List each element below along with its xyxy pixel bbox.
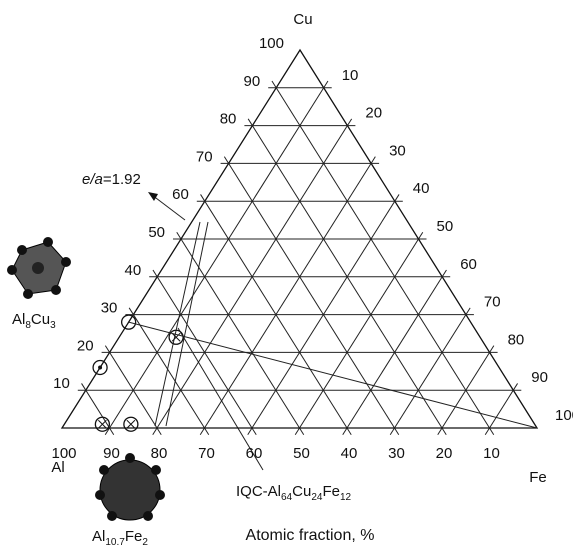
- fe-tick-label: 80: [508, 331, 525, 348]
- label-part: Fe: [322, 483, 340, 500]
- label-part: 3: [50, 320, 56, 331]
- grid-line: [105, 81, 328, 435]
- fe-tick-label: 30: [389, 142, 406, 159]
- label-part: 24: [311, 492, 323, 503]
- ternary-chart: Cu Al Fe Atomic fraction, % e/a=1.92 Al8…: [0, 0, 573, 547]
- al-tick-label: 40: [341, 445, 358, 462]
- label-part: Cu: [31, 311, 50, 328]
- fe-tick-label: 60: [460, 256, 477, 273]
- cu-tick-label: 70: [196, 148, 213, 165]
- grid-line: [224, 157, 398, 435]
- al-tick-label: 100: [51, 445, 76, 462]
- fe-tick-label: 70: [484, 294, 501, 311]
- cu-tick-label: 20: [77, 337, 94, 354]
- label-part: IQC-Al: [236, 483, 281, 500]
- al-tick-label: 70: [198, 445, 215, 462]
- ea-annotation: e/a=1.92: [82, 171, 141, 188]
- cluster-label: Al8Cu3: [12, 311, 56, 331]
- label-part: e/a: [82, 171, 103, 188]
- fe-tick-label: 10: [342, 67, 359, 84]
- al-tick-label: 30: [388, 445, 405, 462]
- vertex-label: Cu: [293, 11, 312, 28]
- point-dot: [98, 366, 102, 370]
- grid-line: [390, 308, 470, 435]
- cu-tick-label: 60: [172, 186, 189, 203]
- grid-line: [485, 383, 517, 434]
- al-tick-label: 60: [246, 445, 263, 462]
- grid-line: [177, 232, 304, 435]
- grid-line: [129, 308, 209, 435]
- label-part: Cu: [292, 483, 311, 500]
- al-tick-label: 80: [151, 445, 168, 462]
- cu-tick-label: 50: [148, 224, 165, 241]
- cu-tick-label: 100: [259, 35, 284, 52]
- fe-tick-label: 90: [531, 369, 548, 386]
- label-part: 12: [340, 492, 352, 503]
- fe-tick-label: 100: [555, 407, 573, 424]
- cu-tick-label: 10: [53, 375, 70, 392]
- vertex-label: Fe: [529, 469, 547, 486]
- grid-line: [200, 157, 375, 435]
- cu-tick-label: 90: [244, 73, 261, 90]
- al-tick-label: 90: [103, 445, 120, 462]
- cu-tick-label: 30: [101, 300, 118, 317]
- cluster-label: Al10.7Fe2: [92, 528, 148, 547]
- label-part: =1.92: [103, 171, 141, 188]
- label-part: 64: [281, 492, 293, 503]
- al-tick-label: 50: [293, 445, 310, 462]
- arrow-head: [148, 192, 158, 201]
- alfe-cluster-icon: [95, 453, 165, 521]
- grid-line: [295, 232, 423, 435]
- fe-tick-label: 40: [413, 180, 430, 197]
- cu-tick-label: 40: [125, 262, 142, 279]
- label-part: Al: [12, 311, 25, 328]
- iqc-label: IQC-Al64Cu24Fe12: [236, 483, 352, 503]
- al-tick-label: 20: [436, 445, 453, 462]
- label-part: 2: [142, 537, 148, 547]
- axis-title: Atomic fraction, %: [246, 527, 375, 544]
- label-part: Fe: [125, 528, 143, 545]
- cu-tick-label: 80: [220, 111, 237, 128]
- label-part: Al: [92, 528, 105, 545]
- label-part: 10.7: [105, 537, 125, 547]
- al8cu3-cluster-icon: [7, 237, 71, 299]
- fe-tick-label: 20: [365, 105, 382, 122]
- al-tick-label: 10: [483, 445, 500, 462]
- fe-tick-label: 50: [437, 218, 454, 235]
